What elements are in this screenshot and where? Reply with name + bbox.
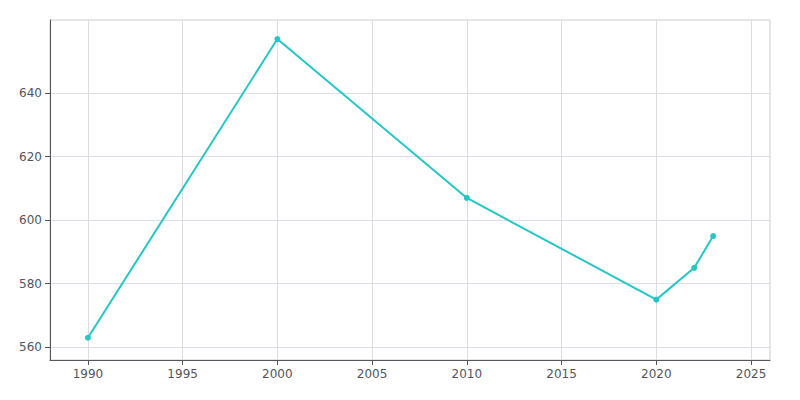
svg-text:620: 620 xyxy=(19,150,42,164)
svg-text:2010: 2010 xyxy=(452,367,483,381)
svg-text:1990: 1990 xyxy=(73,367,104,381)
svg-text:2025: 2025 xyxy=(736,367,767,381)
svg-text:2005: 2005 xyxy=(357,367,388,381)
svg-text:2020: 2020 xyxy=(641,367,672,381)
svg-text:640: 640 xyxy=(19,86,42,100)
svg-text:2000: 2000 xyxy=(262,367,293,381)
svg-text:1995: 1995 xyxy=(167,367,198,381)
svg-text:2015: 2015 xyxy=(546,367,577,381)
svg-text:580: 580 xyxy=(19,277,42,291)
svg-text:560: 560 xyxy=(19,340,42,354)
svg-text:600: 600 xyxy=(19,213,42,227)
